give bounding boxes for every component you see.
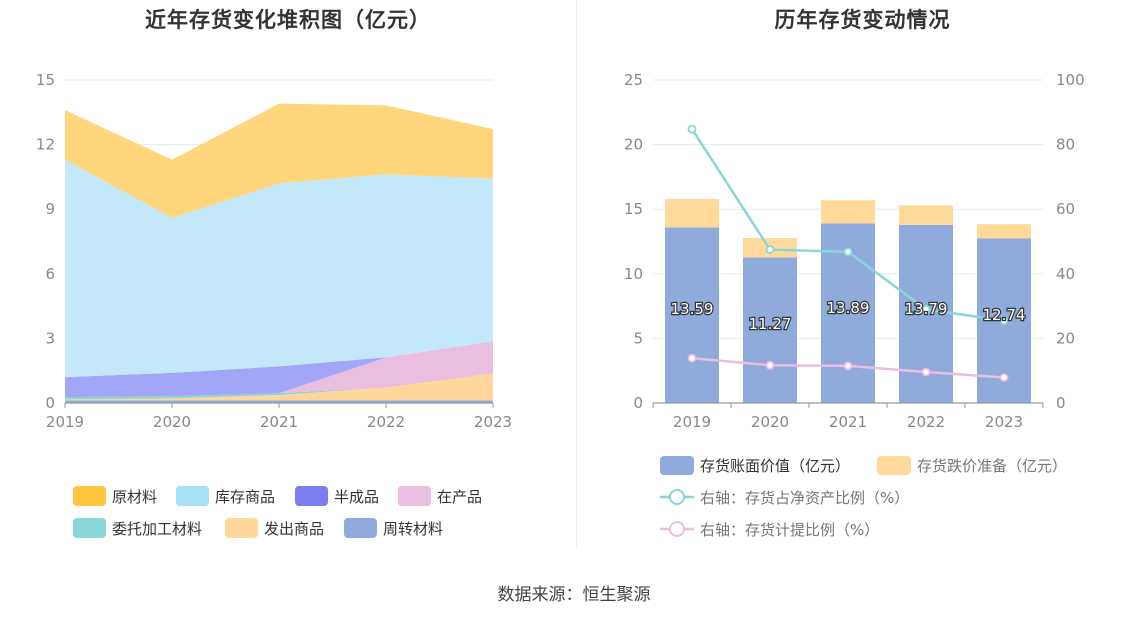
y2-tick-label: 0 (1056, 394, 1066, 412)
bar-存货跌价准备（亿元） (665, 198, 719, 228)
right-chart-title: 历年存货变动情况 (774, 8, 951, 32)
legend-swatch (73, 486, 106, 506)
legend-marker (669, 489, 685, 505)
x-tick-label: 2020 (153, 413, 191, 431)
bar-存货账面价值（亿元） (743, 257, 797, 403)
x-tick-label: 2021 (829, 413, 867, 431)
y-tick-label: 9 (45, 200, 55, 218)
area-在产品 (65, 341, 493, 398)
y-tick-label: 15 (36, 71, 55, 89)
bar-data-label: 13.79 (905, 300, 948, 318)
legend-label: 半成品 (334, 488, 379, 506)
legend-swatch (176, 486, 209, 506)
line-point (765, 360, 775, 370)
line-point (687, 353, 697, 363)
line-point (999, 316, 1009, 326)
bar-data-label: 13.59 (671, 300, 714, 318)
line-point (687, 124, 697, 134)
legend-swatch (225, 518, 258, 538)
y-tick-label: 25 (624, 71, 643, 89)
legend-label: 库存商品 (215, 488, 275, 506)
line-point (921, 304, 931, 314)
y-tick-label: 15 (624, 200, 643, 218)
inventory-stacked-area-chart: 0 3 6 9 12 15 2019 2020 2021 2022 2023 原材料 库存商品 半成品 在产… (36, 71, 512, 538)
y-tick-label: 10 (624, 265, 643, 283)
line-point (765, 245, 775, 254)
legend-swatch (73, 518, 106, 538)
legend-swatch (398, 486, 431, 506)
line-point (843, 247, 853, 257)
y2-tick-label: 100 (1056, 71, 1085, 89)
legend-label: 右轴：存货计提比例（%） (700, 521, 879, 539)
panel-divider (576, 0, 577, 548)
inventory-stacked-area-panel: 近年存货变化堆积图（亿元） 0 3 6 9 12 15 2019 2020 2021 2022 20… (0, 0, 576, 560)
legend-label: 发出商品 (264, 520, 324, 538)
bar-存货跌价准备（亿元） (977, 224, 1031, 239)
bar-存货账面价值（亿元） (665, 227, 719, 403)
legend-label: 委托加工材料 (112, 520, 202, 538)
area-委托加工材料 (65, 373, 493, 400)
area-半成品 (65, 341, 493, 398)
bar-存货跌价准备（亿元） (899, 205, 953, 225)
x-tick-label: 2020 (751, 413, 789, 431)
left-chart-title: 近年存货变化堆积图（亿元） (145, 8, 431, 32)
legend-swatch (660, 456, 694, 475)
line-point (999, 373, 1009, 382)
data-source-note: 数据来源：恒生聚源 (497, 585, 651, 605)
y2-tick-label: 80 (1056, 136, 1075, 154)
x-tick-label: 2022 (367, 413, 405, 431)
y-tick-label: 20 (624, 136, 643, 154)
y2-tick-label: 40 (1056, 265, 1075, 283)
legend-label: 周转材料 (383, 520, 443, 538)
area-库存商品 (65, 159, 493, 378)
legend-label: 右轴：存货占净资产比例（%） (700, 489, 909, 507)
y-tick-label: 0 (45, 394, 55, 412)
x-tick-label: 2022 (907, 413, 945, 431)
x-tick-label: 2023 (474, 413, 512, 431)
legend-label: 原材料 (112, 488, 157, 506)
legend-label: 存货账面价值（亿元） (700, 457, 850, 475)
legend-label: 在产品 (437, 488, 482, 506)
legend-label: 存货跌价准备（亿元） (917, 457, 1067, 475)
x-tick-label: 2019 (46, 413, 84, 431)
y-tick-label: 12 (36, 136, 55, 154)
y-tick-label: 3 (45, 329, 55, 347)
bar-data-label: 11.27 (749, 315, 792, 333)
legend-swatch (344, 518, 377, 538)
bar-存货跌价准备（亿元） (821, 200, 875, 224)
y-tick-label: 0 (633, 394, 643, 412)
area-原材料 (65, 103, 493, 218)
y-tick-label: 6 (45, 265, 55, 283)
line-point (921, 367, 931, 377)
bar-data-label: 12.74 (983, 306, 1026, 324)
y2-tick-label: 20 (1056, 329, 1075, 347)
area-发出商品 (65, 373, 493, 401)
legend-swatch (877, 456, 911, 475)
x-tick-label: 2023 (985, 413, 1023, 431)
y2-tick-label: 60 (1056, 200, 1075, 218)
x-tick-label: 2021 (260, 413, 298, 431)
bar-data-label: 13.89 (827, 299, 870, 317)
legend-marker (669, 521, 685, 537)
line-point (843, 361, 853, 371)
x-tick-label: 2019 (673, 413, 711, 431)
area-周转材料 (65, 400, 493, 403)
legend-swatch (295, 486, 328, 506)
inventory-change-panel: 历年存货变动情况 0 5 10 15 20 25 0 20 40 60 80 100 2019 2020 2… (577, 0, 1148, 560)
inventory-bar-line-chart: 0 5 10 15 20 25 0 20 40 60 80 100 2019 2020 2021 2022 20… (624, 71, 1085, 539)
y-tick-label: 5 (633, 329, 643, 347)
